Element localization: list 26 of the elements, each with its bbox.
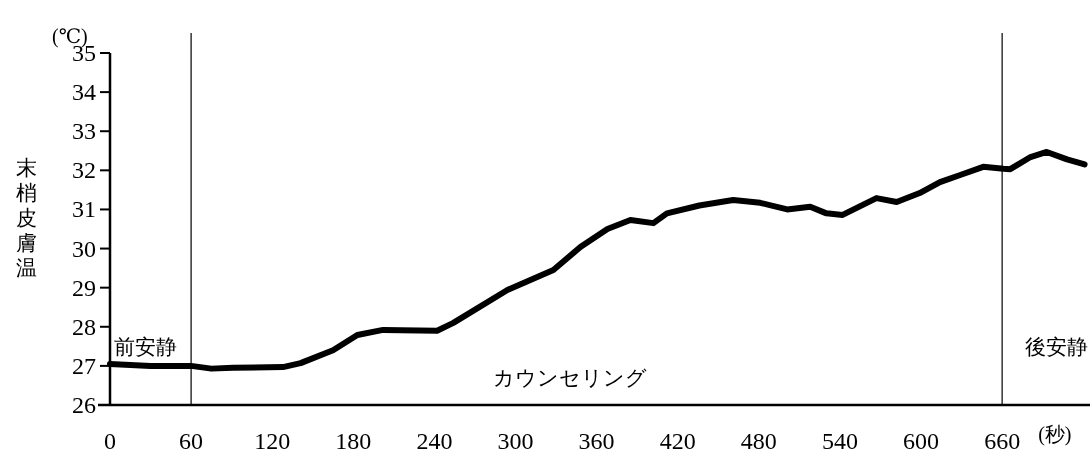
y-tick-label: 26: [72, 392, 96, 418]
x-tick-label: 300: [497, 428, 534, 454]
y-tick-label: 30: [72, 235, 96, 262]
y-tick-label: 32: [72, 157, 96, 184]
annotation: 後安静: [1025, 335, 1088, 360]
y-tick-label: 33: [72, 118, 96, 145]
y-tick-label: 27: [72, 352, 96, 379]
x-tick-label: 420: [659, 428, 696, 454]
annotation: カウンセリング: [493, 366, 647, 391]
x-tick-label: 0: [104, 428, 116, 454]
x-tick-label: 60: [179, 428, 204, 454]
x-tick-label: 360: [578, 428, 615, 454]
x-tick-label: 540: [821, 428, 858, 454]
y-tick-label: 31: [72, 196, 96, 223]
x-tick-label: 120: [254, 428, 291, 454]
x-axis-title: (秒): [1038, 423, 1072, 446]
x-tick-label: 240: [416, 428, 453, 454]
x-tick-label: 180: [335, 428, 372, 454]
y-tick-label: 28: [72, 313, 96, 340]
x-tick-label: 480: [740, 428, 777, 454]
x-tick-label: 600: [903, 428, 940, 454]
ylabel: 末梢皮膚温: [15, 156, 37, 280]
x-tick-label: 660: [984, 428, 1021, 454]
annotation: 前安静: [114, 335, 177, 360]
y-tick-label: 34: [72, 79, 96, 106]
y-tick-label: 29: [72, 274, 96, 301]
